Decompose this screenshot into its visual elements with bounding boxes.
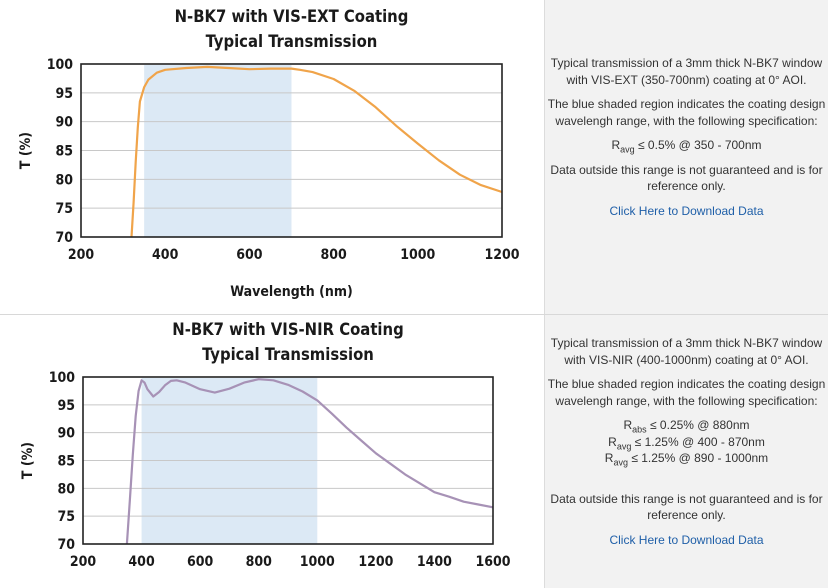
info-shade-note: The blue shaded region indicates the coa… bbox=[547, 97, 826, 128]
spec-line: Ravg ≤ 1.25% @ 890 - 1000nm bbox=[547, 450, 826, 467]
info-shade-note: The blue shaded region indicates the coa… bbox=[547, 377, 826, 408]
chart-title-line: Typical Transmission bbox=[202, 345, 374, 364]
x-tick-label: 800 bbox=[320, 247, 347, 263]
spec-text: ≤ 1.25% @ 400 - 870nm bbox=[634, 434, 765, 449]
spec-subscript: abs bbox=[632, 424, 647, 435]
y-tick-label: 80 bbox=[55, 172, 73, 188]
y-tick-label: 80 bbox=[57, 481, 75, 497]
y-axis-label: T (%) bbox=[20, 442, 36, 479]
x-tick-label: 600 bbox=[236, 247, 263, 263]
product-row-vis-nir: N-BK7 with VIS-NIR Coating Typical Transm… bbox=[0, 315, 828, 588]
x-tick-label: 1200 bbox=[484, 247, 519, 263]
y-tick-label: 75 bbox=[57, 509, 75, 525]
transmission-chart-vis-nir: N-BK7 with VIS-NIR Coating Typical Transm… bbox=[20, 320, 511, 570]
spec-symbol: R bbox=[604, 451, 614, 465]
y-tick-label: 90 bbox=[55, 115, 73, 131]
spec-symbol: R bbox=[611, 138, 621, 152]
spec-subscript: avg bbox=[613, 457, 628, 468]
spec-subscript: avg bbox=[616, 440, 632, 451]
info-panel-vis-ext: Typical transmission of a 3mm thick N-BK… bbox=[545, 0, 828, 314]
transmission-curve bbox=[125, 378, 494, 545]
spec-text: ≤ 0.5% @ 350 - 700nm bbox=[638, 138, 762, 152]
product-row-vis-ext: N-BK7 with VIS-EXT Coating Typical Transm… bbox=[0, 0, 828, 315]
x-tick-label: 400 bbox=[128, 554, 155, 570]
x-axis-label: Wavelength (nm) bbox=[230, 284, 352, 300]
y-axis-label: T (%) bbox=[18, 132, 34, 169]
spec-symbol: R bbox=[608, 434, 617, 449]
chart-panel-vis-ext: N-BK7 with VIS-EXT Coating Typical Transm… bbox=[0, 0, 545, 314]
info-panel-vis-nir: Typical transmission of a 3mm thick N-BK… bbox=[545, 315, 828, 588]
x-tick-label: 200 bbox=[68, 247, 95, 263]
transmission-curve bbox=[130, 65, 503, 238]
y-tick-label: 100 bbox=[47, 57, 74, 73]
info-intro: Typical transmission of a 3mm thick N-BK… bbox=[550, 56, 823, 87]
y-tick-label: 70 bbox=[55, 230, 73, 246]
chart-title-line: Typical Transmission bbox=[206, 32, 378, 51]
download-data-link[interactable]: Click Here to Download Data bbox=[609, 203, 764, 218]
chart-title-line: N-BK7 with VIS-NIR Coating bbox=[172, 320, 403, 339]
x-tick-label: 800 bbox=[246, 554, 273, 570]
y-tick-label: 75 bbox=[55, 201, 73, 217]
plot-frame bbox=[80, 63, 503, 238]
x-tick-label: 400 bbox=[152, 247, 179, 263]
y-tick-label: 95 bbox=[55, 86, 73, 102]
x-tick-label: 200 bbox=[70, 554, 97, 570]
x-tick-label: 600 bbox=[187, 554, 214, 570]
x-tick-label: 1000 bbox=[400, 247, 435, 263]
x-tick-label: 1600 bbox=[475, 554, 510, 570]
x-tick-label: 1200 bbox=[358, 554, 393, 570]
transmission-chart-vis-ext: N-BK7 with VIS-EXT Coating Typical Transm… bbox=[18, 7, 520, 300]
plot-frame bbox=[82, 376, 494, 545]
x-tick-label: 1000 bbox=[300, 554, 335, 570]
y-tick-label: 100 bbox=[49, 370, 76, 386]
spec-subscript: avg bbox=[620, 144, 635, 155]
info-intro: Typical transmission of a 3mm thick N-BK… bbox=[550, 336, 823, 367]
spec-line: Ravg ≤ 0.5% @ 350 - 700nm bbox=[547, 137, 826, 154]
spec-symbol: R bbox=[623, 418, 633, 432]
spec-text: ≤ 1.25% @ 890 - 1000nm bbox=[631, 451, 769, 465]
spec-line: Ravg ≤ 1.25% @ 400 - 870nm bbox=[547, 434, 826, 451]
chart-panel-vis-nir: N-BK7 with VIS-NIR Coating Typical Transm… bbox=[0, 315, 545, 588]
y-tick-label: 85 bbox=[55, 144, 73, 160]
info-disclaimer: Data outside this range is not guarantee… bbox=[550, 491, 823, 523]
spec-text: ≤ 0.25% @ 880nm bbox=[650, 418, 750, 432]
x-tick-label: 1400 bbox=[417, 554, 452, 570]
y-tick-label: 90 bbox=[57, 426, 75, 442]
chart-title-line: N-BK7 with VIS-EXT Coating bbox=[175, 7, 409, 26]
download-data-link[interactable]: Click Here to Download Data bbox=[609, 532, 764, 547]
info-disclaimer: Data outside this range is not guarantee… bbox=[550, 162, 823, 194]
spec-line: Rabs ≤ 0.25% @ 880nm bbox=[547, 417, 826, 434]
y-tick-label: 95 bbox=[57, 398, 75, 414]
y-tick-label: 85 bbox=[57, 454, 75, 470]
y-tick-label: 70 bbox=[57, 537, 75, 553]
